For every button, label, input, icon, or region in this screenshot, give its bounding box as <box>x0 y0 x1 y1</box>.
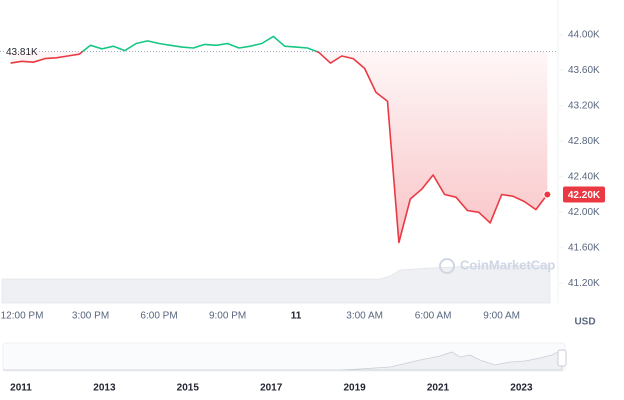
navigator-handle[interactable] <box>557 349 567 367</box>
price-line <box>10 35 548 244</box>
y-tick-label: 42.40K <box>568 171 600 182</box>
volume-area <box>1 264 551 304</box>
x-tick-label: 6:00 PM <box>140 311 177 322</box>
y-tick-label: 41.60K <box>568 242 600 253</box>
navigator-label: 2015 <box>177 383 200 394</box>
x-tick-label: 12:00 PM <box>1 311 44 322</box>
price-area <box>10 51 548 243</box>
x-tick-label: 6:00 AM <box>415 311 452 322</box>
navigator-labels: 2011 2013 2015 2017 2019 2021 2023 <box>10 383 533 394</box>
watermark-logo <box>439 258 455 274</box>
navigator-line <box>3 349 563 371</box>
y-tick-label: 41.20K <box>568 278 600 289</box>
x-tick-label: 3:00 PM <box>72 311 109 322</box>
navigator-label: 2023 <box>510 383 533 394</box>
x-tick-label: 11 <box>291 311 302 322</box>
navigator-label: 2011 <box>10 383 32 394</box>
y-tick-label: 42.80K <box>568 136 600 147</box>
y-tick-label: 43.20K <box>568 100 600 111</box>
x-tick-label: 9:00 AM <box>483 311 520 322</box>
currency-label: USD <box>574 317 595 328</box>
navigator-label: 2013 <box>93 383 116 394</box>
watermark: CoinMarketCap <box>460 257 555 272</box>
navigator-label: 2017 <box>260 383 283 394</box>
y-tick-label: 43.60K <box>568 65 600 76</box>
y-tick-label: 44.00K <box>568 29 600 40</box>
current-badge <box>563 186 605 203</box>
navigator-label: 2021 <box>427 383 450 394</box>
y-tick-label: 42.00K <box>568 207 600 218</box>
current-label: 42.20K <box>568 190 601 201</box>
x-tick-label: 9:00 PM <box>209 311 246 322</box>
x-tick-label: 3:00 AM <box>346 311 383 322</box>
navigator-label: 2019 <box>343 383 366 394</box>
current-dot <box>543 190 552 199</box>
